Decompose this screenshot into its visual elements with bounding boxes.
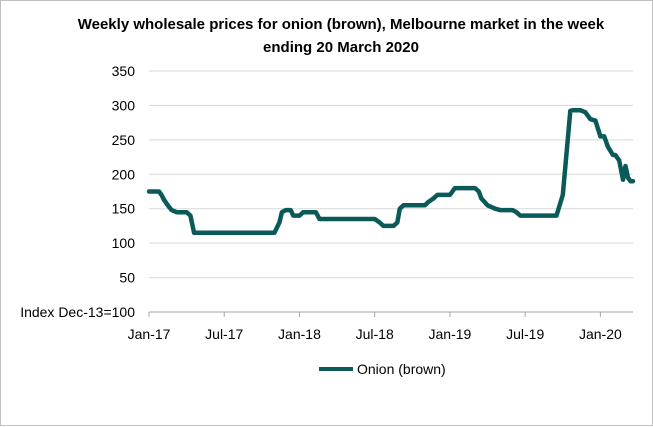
y-tick-label: 350 <box>112 63 136 79</box>
y-axis-ticks: 350 300 250 200 150 100 50 Index Dec-13=100 <box>20 63 135 320</box>
x-axis-ticks: Jan-17 Jul-17 Jan-18 Jul-18 Jan-19 Jul-19 Jan-… <box>128 312 622 342</box>
y-tick-label: 100 <box>112 235 136 251</box>
y-tick-label: 200 <box>112 166 136 182</box>
x-tick-label: Jan-18 <box>278 326 321 342</box>
series-line-onion-brown <box>146 107 636 236</box>
legend-swatch-onion-brown <box>319 367 353 371</box>
legend: Onion (brown) <box>319 359 446 379</box>
legend-label-onion-brown: Onion (brown) <box>357 361 446 377</box>
x-tick-label: Jul-17 <box>205 326 243 342</box>
y-tick-label: 300 <box>112 97 136 113</box>
x-tick-label: Jan-17 <box>128 326 171 342</box>
x-tick-label: Jan-19 <box>429 326 472 342</box>
y-tick-label: 50 <box>119 270 135 286</box>
y-tick-label: 150 <box>112 201 136 217</box>
x-tick-label: Jul-19 <box>506 326 544 342</box>
x-tick-label: Jan-20 <box>579 326 622 342</box>
y-tick-label: Index Dec-13=100 <box>20 304 135 320</box>
y-tick-label: 250 <box>112 132 136 148</box>
chart-title: Weekly wholesale prices for onion (brown… <box>77 16 605 56</box>
x-tick-label: Jul-18 <box>356 326 394 342</box>
y-gridlines <box>149 70 633 279</box>
